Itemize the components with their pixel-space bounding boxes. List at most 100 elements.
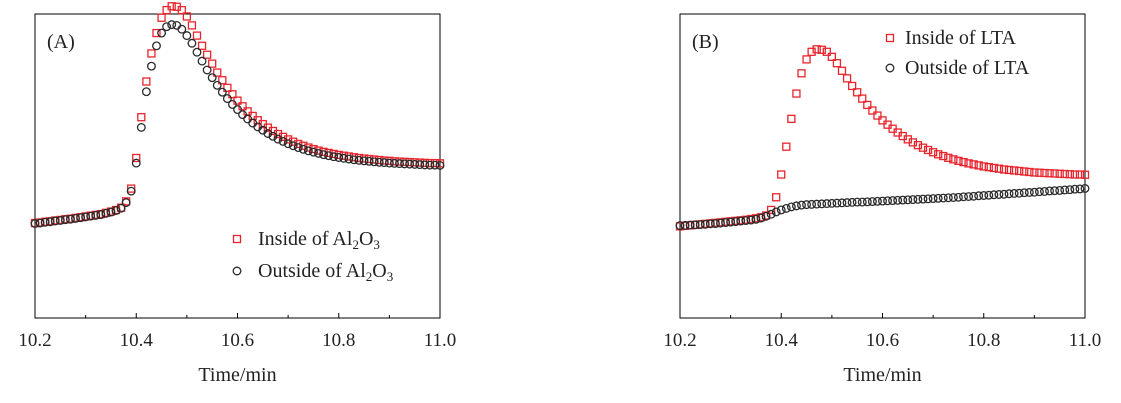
data-point — [675, 221, 685, 231]
data-point — [802, 200, 812, 210]
data-point — [761, 211, 771, 221]
data-point — [263, 129, 273, 138]
data-point — [182, 12, 192, 21]
data-point — [964, 192, 974, 201]
data-point — [131, 158, 141, 168]
data-point — [172, 20, 182, 30]
data-point — [1020, 167, 1029, 176]
data-point — [781, 203, 791, 213]
data-point — [1030, 168, 1039, 177]
data-point — [329, 152, 339, 162]
data-point — [797, 200, 806, 210]
x-tick-label: 10.8 — [322, 330, 355, 351]
data-point — [157, 13, 166, 22]
data-point — [430, 160, 440, 170]
data-point — [867, 197, 877, 207]
x-tick-label: 10.4 — [120, 330, 154, 351]
data-point — [787, 114, 796, 123]
data-point — [294, 139, 303, 149]
data-point — [116, 203, 126, 213]
data-point — [405, 159, 415, 169]
data-point — [832, 59, 842, 68]
data-point — [101, 208, 111, 218]
data-point — [192, 31, 202, 40]
data-point — [705, 219, 715, 229]
x-tick-label: 10.6 — [221, 330, 254, 351]
data-point — [50, 216, 60, 226]
data-point — [1050, 186, 1060, 196]
data-point — [1065, 185, 1075, 195]
data-point — [1035, 168, 1044, 177]
data-point — [959, 157, 968, 167]
x-tick-label: 10.8 — [967, 330, 1000, 351]
data-point — [898, 195, 908, 205]
data-point — [807, 47, 816, 56]
data-point — [319, 150, 329, 160]
data-point — [913, 194, 923, 204]
data-point — [934, 150, 943, 159]
data-point — [1009, 166, 1019, 175]
data-point — [1019, 188, 1029, 198]
data-point — [847, 197, 857, 207]
data-point — [1004, 165, 1014, 175]
data-point — [1045, 169, 1054, 178]
data-point — [147, 49, 156, 58]
data-point — [883, 196, 893, 206]
data-point — [177, 5, 186, 15]
data-point — [827, 52, 837, 62]
data-point — [893, 195, 903, 205]
data-point — [923, 194, 933, 204]
data-point — [217, 87, 227, 97]
data-point — [152, 41, 161, 51]
data-point — [923, 145, 933, 155]
data-point — [700, 219, 710, 229]
data-point — [364, 156, 374, 166]
data-point — [81, 212, 91, 222]
data-point — [142, 77, 151, 86]
data-point — [766, 205, 776, 215]
data-point — [903, 195, 913, 205]
data-point — [999, 189, 1009, 199]
data-point — [989, 190, 999, 200]
data-point — [227, 99, 237, 109]
data-point — [420, 160, 430, 170]
data-point — [786, 202, 796, 212]
data-point — [354, 155, 364, 165]
data-point — [202, 65, 212, 75]
data-point — [55, 216, 65, 225]
data-point — [157, 28, 167, 38]
data-point — [1080, 170, 1090, 179]
x-tick-label: 10.6 — [866, 330, 899, 351]
data-point — [741, 216, 751, 226]
data-point — [777, 170, 786, 179]
data-point — [948, 193, 958, 202]
data-point — [949, 155, 958, 164]
data-point — [989, 163, 999, 173]
data-point — [1050, 169, 1059, 178]
data-point — [782, 142, 791, 151]
data-point — [223, 83, 232, 93]
data-point — [121, 198, 131, 208]
data-point — [314, 148, 323, 158]
data-point — [746, 215, 756, 225]
data-point — [812, 199, 822, 209]
data-point — [933, 193, 943, 203]
data-point — [766, 209, 776, 219]
data-point — [167, 2, 176, 11]
data-point — [939, 151, 948, 161]
data-point — [953, 192, 963, 202]
panel-label: (A) — [47, 31, 75, 53]
data-point — [817, 199, 827, 209]
data-point — [802, 55, 811, 64]
data-point — [913, 141, 923, 150]
data-point — [928, 148, 938, 157]
data-point — [197, 41, 207, 50]
data-point — [182, 31, 192, 41]
data-point — [771, 207, 781, 217]
data-point — [91, 210, 101, 220]
data-point — [862, 197, 872, 207]
data-point — [369, 157, 379, 167]
data-point — [278, 132, 288, 141]
data-point — [1065, 170, 1074, 179]
data-point — [873, 111, 882, 120]
